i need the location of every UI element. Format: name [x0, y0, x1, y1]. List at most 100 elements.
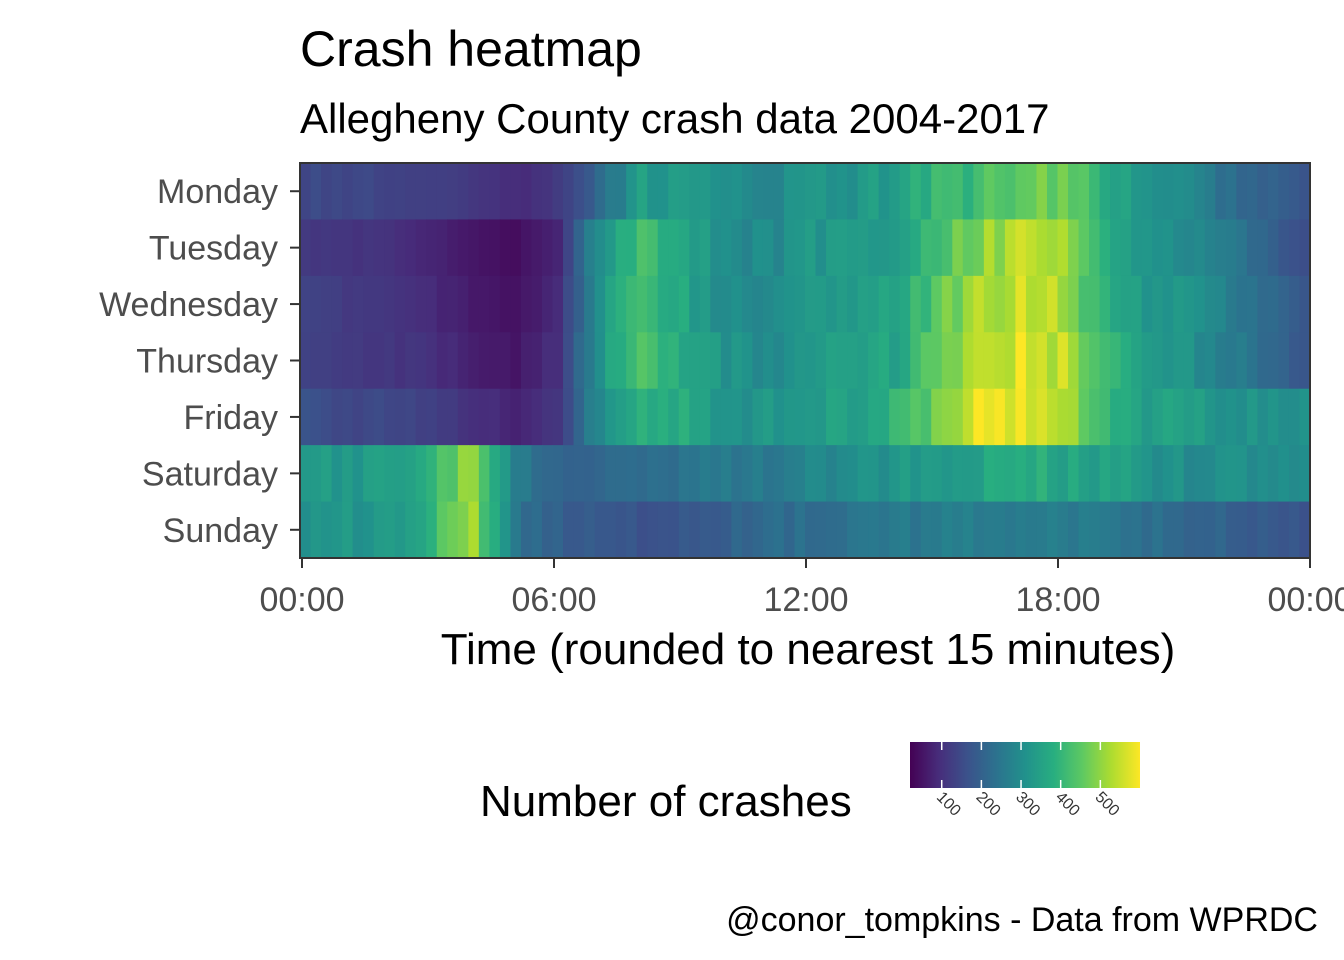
heatmap-cell [931, 163, 943, 221]
heatmap-cell [1068, 388, 1080, 446]
heatmap-cell [710, 275, 722, 333]
heatmap-cell [520, 275, 533, 333]
heatmap-cell [752, 445, 764, 503]
heatmap-cell [384, 219, 396, 277]
heatmap-cell [384, 275, 396, 333]
heatmap-cell [983, 501, 995, 559]
heatmap-cell [783, 501, 796, 559]
heatmap-cell [1194, 332, 1206, 390]
heatmap-cell [773, 163, 785, 221]
heatmap-cell [836, 501, 848, 559]
heatmap-cell [910, 163, 922, 221]
heatmap-cell [1004, 501, 1017, 559]
heatmap-cell [910, 219, 922, 277]
heatmap-cell [762, 219, 775, 277]
heatmap-cell [762, 388, 775, 446]
heatmap-cell [563, 445, 575, 503]
heatmap-cell [836, 445, 848, 503]
heatmap-cell [931, 275, 943, 333]
heatmap-cell [783, 332, 796, 390]
heatmap-cell [310, 275, 322, 333]
heatmap-cell [1141, 219, 1153, 277]
heatmap-cell [626, 445, 638, 503]
heatmap-cell [941, 275, 953, 333]
legend-tick-label: 400 [1052, 789, 1083, 820]
heatmap-cell [689, 163, 701, 221]
heatmap-cell [573, 445, 585, 503]
heatmap-cell [594, 388, 606, 446]
heatmap-cell [889, 163, 901, 221]
heatmap-cell [1194, 219, 1206, 277]
heatmap-cell [1152, 445, 1164, 503]
heatmap-cell [636, 163, 648, 221]
heatmap-cell [541, 332, 554, 390]
y-axis: Monday Tuesday Wednesday Thursday Friday Satu… [99, 173, 300, 550]
heatmap-cell [394, 275, 406, 333]
heatmap-cell [468, 219, 480, 277]
heatmap-cell [762, 163, 775, 221]
heatmap-cell [520, 501, 533, 559]
heatmap-cell [741, 163, 753, 221]
heatmap-cell [899, 275, 911, 333]
x-tick-label: 06:00 [511, 581, 596, 619]
heatmap-cell [584, 219, 596, 277]
heatmap-cell [468, 501, 480, 559]
heatmap-cell [1267, 163, 1280, 221]
heatmap-cell [636, 332, 648, 390]
heatmap-cell [857, 163, 869, 221]
heatmap-cell [300, 388, 312, 446]
heatmap-cell [920, 332, 932, 390]
heatmap-cell [1141, 275, 1153, 333]
chart-title: Crash heatmap [300, 21, 642, 77]
heatmap-cell [1194, 388, 1206, 446]
heatmap-cell [457, 501, 469, 559]
heatmap-cell [1278, 445, 1290, 503]
heatmap-cell [1046, 163, 1059, 221]
heatmap-cell [1257, 388, 1269, 446]
heatmap-cell [394, 332, 406, 390]
heatmap-cell [1194, 501, 1206, 559]
y-tick-label: Tuesday [149, 230, 278, 268]
heatmap-cell [868, 445, 880, 503]
heatmap-cell [868, 388, 880, 446]
heatmap-cell [1036, 275, 1048, 333]
heatmap-cell [1173, 445, 1185, 503]
heatmap-cell [1015, 445, 1027, 503]
heatmap-cell [636, 275, 648, 333]
heatmap-cell [699, 332, 711, 390]
heatmap-cell [300, 501, 312, 559]
heatmap-cell [889, 445, 901, 503]
heatmap-cell [520, 388, 533, 446]
heatmap-cell [552, 275, 564, 333]
heatmap-cell [478, 501, 490, 559]
heatmap-cell [457, 445, 469, 503]
heatmap-cell [1204, 163, 1216, 221]
heatmap-cell [931, 501, 943, 559]
heatmap-cell [941, 501, 953, 559]
heatmap-cell [384, 163, 396, 221]
heatmap-cell [1152, 275, 1164, 333]
heatmap-cell [952, 275, 964, 333]
heatmap-cell [310, 219, 322, 277]
heatmap-cell [342, 501, 354, 559]
heatmap-cell [857, 388, 869, 446]
heatmap-cell [1068, 163, 1080, 221]
heatmap-cell [1288, 275, 1301, 333]
heatmap-cell [1288, 163, 1301, 221]
heatmap-cell [394, 501, 406, 559]
heatmap-cell [426, 445, 438, 503]
heatmap-cell [731, 219, 743, 277]
heatmap-cell [541, 163, 554, 221]
heatmap-cell [1225, 275, 1237, 333]
heatmap-cell [1141, 388, 1153, 446]
heatmap-cell [615, 275, 627, 333]
heatmap-cell [405, 275, 417, 333]
heatmap-cell [1025, 275, 1038, 333]
heatmap-cell [1025, 445, 1038, 503]
heatmap-cell [1204, 501, 1216, 559]
heatmap-cell [889, 275, 901, 333]
heatmap-cell [1089, 388, 1101, 446]
heatmap-cell [899, 445, 911, 503]
heatmap-cell [962, 219, 974, 277]
heatmap-cell [1152, 388, 1164, 446]
